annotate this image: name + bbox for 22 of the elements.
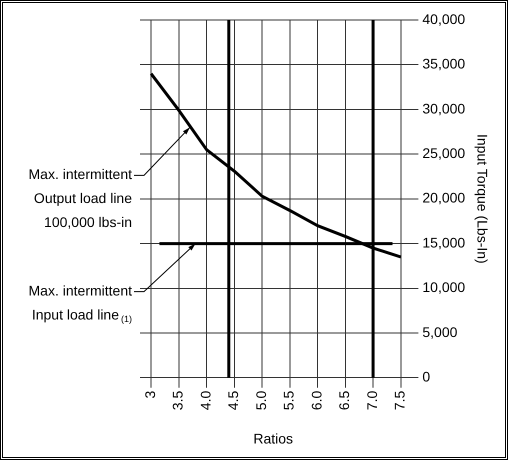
x-tick-label: 7.5 — [392, 390, 408, 410]
y-tick-label: 25,000 — [422, 145, 466, 162]
y-tick-label: 35,000 — [422, 56, 466, 72]
y-axis-title: Input Torque (Lbs-In) — [474, 134, 491, 264]
y-tick-label: 0 — [422, 368, 430, 385]
y-tick-label: 5,000 — [422, 324, 458, 340]
x-tick-label: 5.5 — [280, 390, 297, 410]
x-tick-label: 7.0 — [364, 390, 380, 410]
y-tick-label: 10,000 — [422, 279, 466, 296]
x-tick-label: 6.5 — [336, 390, 352, 410]
x-tick-label: 3 — [142, 390, 158, 399]
x-tick-label: 6.0 — [308, 390, 324, 410]
annotation: Max. intermittent Output load line 100,000 lbs-in — [28, 166, 132, 230]
y-tick-label: 15,000 — [422, 234, 466, 250]
x-tick-label: 4.5 — [225, 390, 242, 410]
y-tick-label: 20,000 — [422, 190, 466, 206]
x-tick-label: 3.5 — [170, 390, 186, 410]
x-tick-label: 4.0 — [197, 390, 214, 410]
x-axis-title: Ratios — [253, 430, 294, 446]
y-tick-label: 40,000 — [422, 10, 466, 27]
x-tick-label: 5.0 — [252, 390, 269, 410]
y-tick-label: 30,000 — [422, 100, 466, 116]
